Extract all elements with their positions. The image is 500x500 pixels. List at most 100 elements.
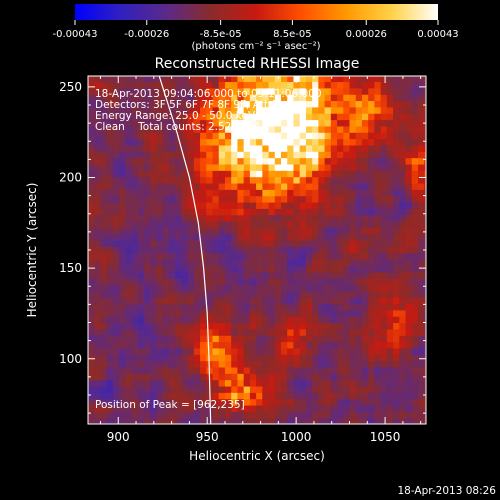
heatmap-cell [380, 227, 388, 235]
heatmap-cell [131, 106, 139, 114]
heatmap-cell [181, 297, 189, 305]
heatmap-cell [249, 373, 257, 381]
heatmap-cell [94, 94, 102, 102]
heatmap-cell [175, 360, 182, 368]
heatmap-cell [355, 182, 363, 190]
heatmap-cell [299, 221, 307, 228]
heatmap-cell [361, 278, 369, 286]
heatmap-cell [156, 227, 164, 235]
heatmap-cell [355, 201, 363, 209]
heatmap-cell [200, 240, 207, 247]
heatmap-cell [181, 278, 189, 286]
heatmap-cell [281, 138, 288, 146]
heatmap-cell [125, 125, 133, 133]
heatmap-cell [237, 360, 245, 368]
heatmap-cell [106, 259, 114, 266]
heatmap-cell [231, 214, 239, 222]
heatmap-cell [330, 195, 338, 203]
heatmap-cell [417, 252, 425, 260]
heatmap-cell [94, 265, 102, 273]
heatmap-cell [380, 335, 388, 343]
heatmap-cell [125, 94, 133, 102]
heatmap-cell [243, 309, 251, 317]
heatmap-cell [349, 176, 357, 184]
heatmap-cell [175, 240, 182, 247]
heatmap-cell [125, 240, 133, 247]
heatmap-cell [287, 119, 295, 127]
heatmap-cell [187, 278, 195, 286]
heatmap-cell [361, 227, 369, 235]
heatmap-cell [287, 81, 295, 89]
heatmap-cell [206, 189, 214, 197]
heatmap-cell [144, 201, 151, 209]
heatmap-cell [424, 144, 426, 152]
heatmap-cell [131, 322, 139, 330]
heatmap-cell [368, 113, 376, 121]
heatmap-cell [312, 132, 319, 140]
heatmap-cell [374, 87, 382, 95]
heatmap-cell [330, 373, 338, 381]
heatmap-cell [274, 94, 282, 102]
heatmap-cell [106, 392, 114, 400]
heatmap-cell [281, 144, 288, 152]
heatmap-cell [287, 259, 295, 266]
colorbar-tick-label: -0.00026 [124, 29, 169, 40]
heatmap-cell [150, 322, 158, 330]
heatmap-cell [256, 316, 263, 324]
heatmap-cell [417, 341, 425, 349]
heatmap-cell [417, 151, 425, 159]
heatmap-cell [237, 176, 245, 184]
heatmap-cell [175, 113, 182, 121]
heatmap-cell [162, 265, 170, 273]
heatmap-cell [281, 290, 288, 298]
heatmap-cell [299, 284, 307, 292]
heatmap-cell [131, 214, 139, 222]
heatmap-cell [405, 182, 413, 190]
heatmap-cell [119, 208, 126, 216]
heatmap-cell [206, 76, 214, 83]
heatmap-cell [88, 233, 95, 241]
heatmap-cell [162, 157, 170, 165]
heatmap-cell [424, 87, 426, 95]
heatmap-cell [287, 366, 295, 374]
heatmap-cell [287, 303, 295, 311]
heatmap-cell [237, 170, 245, 178]
heatmap-cell [305, 106, 313, 114]
heatmap-cell [168, 233, 176, 241]
heatmap-cell [88, 138, 95, 146]
heatmap-cell [411, 189, 419, 197]
heatmap-cell [243, 157, 251, 165]
heatmap-cell [287, 284, 295, 292]
heatmap-cell [393, 284, 400, 292]
heatmap-cell [293, 170, 301, 178]
heatmap-cell [337, 265, 344, 273]
heatmap-cell [187, 157, 195, 165]
heatmap-cell [337, 170, 344, 178]
heatmap-cell [343, 170, 351, 178]
heatmap-cell [281, 404, 288, 412]
heatmap-cell [94, 201, 102, 209]
heatmap-cell [274, 322, 282, 330]
heatmap-cell [299, 119, 307, 127]
heatmap-cell [299, 163, 307, 171]
heatmap-cell [380, 182, 388, 190]
heatmap-cell [349, 163, 357, 171]
heatmap-cell [125, 385, 133, 393]
heatmap-cell [88, 170, 95, 178]
heatmap-cell [144, 151, 151, 159]
heatmap-cell [137, 417, 145, 424]
heatmap-cell [386, 347, 394, 355]
heatmap-cell [262, 221, 270, 228]
heatmap-cell [175, 176, 182, 184]
heatmap-cell [281, 411, 288, 419]
heatmap-cell [88, 151, 95, 159]
heatmap-cell [181, 132, 189, 140]
heatmap-cell [256, 278, 263, 286]
heatmap-cell [100, 379, 108, 387]
heatmap-cell [393, 233, 400, 241]
heatmap-cell [162, 144, 170, 152]
heatmap-cell [256, 347, 263, 355]
heatmap-cell [343, 214, 351, 222]
heatmap-cell [168, 322, 176, 330]
heatmap-cell [355, 81, 363, 89]
